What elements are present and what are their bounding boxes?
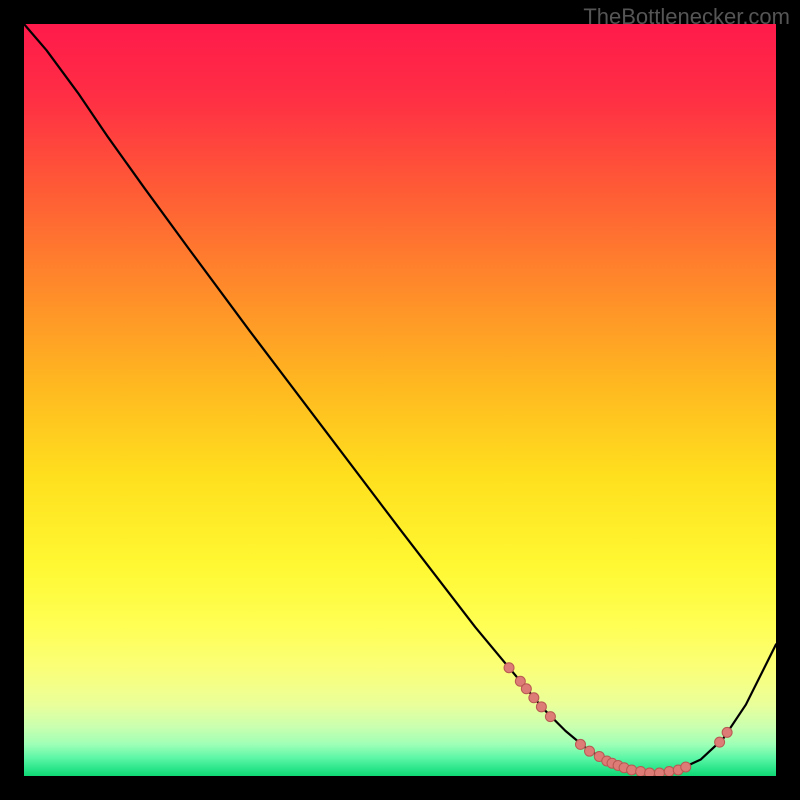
data-marker <box>645 768 655 776</box>
data-marker <box>504 663 514 673</box>
data-marker <box>681 762 691 772</box>
data-marker <box>529 693 539 703</box>
gradient-curve-chart <box>24 24 776 776</box>
data-marker <box>545 712 555 722</box>
data-marker <box>585 746 595 756</box>
data-marker <box>715 737 725 747</box>
watermark-text: TheBottlenecker.com <box>583 4 790 30</box>
gradient-background <box>24 24 776 776</box>
data-marker <box>664 766 674 776</box>
data-marker <box>627 765 637 775</box>
data-marker <box>654 768 664 776</box>
chart-container <box>24 24 776 776</box>
data-marker <box>575 739 585 749</box>
data-marker <box>536 702 546 712</box>
data-marker <box>636 766 646 776</box>
data-marker <box>722 727 732 737</box>
data-marker <box>521 684 531 694</box>
